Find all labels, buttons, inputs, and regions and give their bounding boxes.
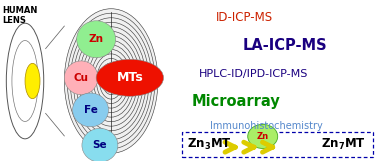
- Text: HPLC-ID/IPD-ICP-MS: HPLC-ID/IPD-ICP-MS: [199, 69, 308, 79]
- Ellipse shape: [64, 9, 158, 153]
- Text: Zn: Zn: [257, 132, 269, 141]
- Text: MTs: MTs: [116, 71, 143, 84]
- FancyBboxPatch shape: [182, 132, 373, 157]
- Text: HUMAN
LENS: HUMAN LENS: [3, 6, 38, 25]
- Ellipse shape: [73, 93, 108, 127]
- Text: Zn: Zn: [89, 34, 104, 44]
- Text: Microarray: Microarray: [192, 94, 280, 109]
- Text: LA-ICP-MS: LA-ICP-MS: [242, 38, 327, 53]
- Text: $\mathbf{Zn_3MT}$: $\mathbf{Zn_3MT}$: [187, 137, 232, 152]
- Text: Cu: Cu: [74, 73, 89, 83]
- Text: Se: Se: [93, 140, 107, 150]
- Text: $\mathbf{Zn_7MT}$: $\mathbf{Zn_7MT}$: [321, 137, 366, 152]
- Ellipse shape: [82, 128, 118, 162]
- Text: Immunohistochemistry: Immunohistochemistry: [210, 121, 323, 131]
- Ellipse shape: [248, 124, 278, 148]
- Ellipse shape: [64, 61, 98, 95]
- Text: Fe: Fe: [84, 105, 98, 115]
- Ellipse shape: [96, 59, 164, 96]
- Ellipse shape: [77, 21, 116, 58]
- Text: ID-ICP-MS: ID-ICP-MS: [216, 11, 273, 24]
- Ellipse shape: [25, 63, 40, 99]
